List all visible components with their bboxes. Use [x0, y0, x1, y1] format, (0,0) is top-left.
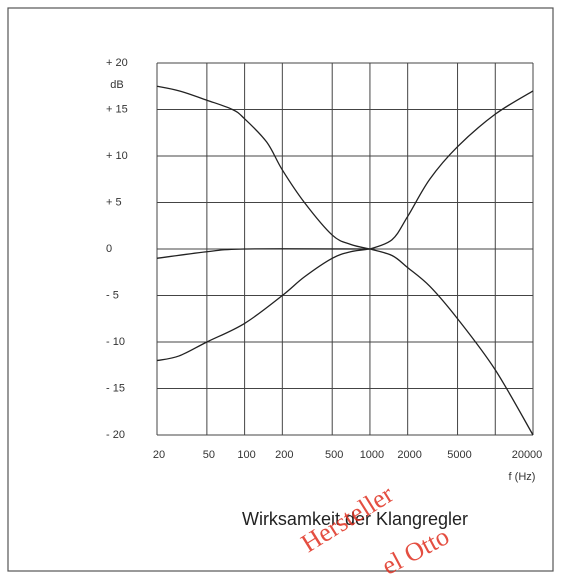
- curve: [156, 248, 370, 259]
- x-tick-label: 2000: [397, 449, 421, 461]
- frame: [7, 7, 554, 572]
- x-tick-label: 100: [237, 449, 255, 461]
- y-axis-label: dB: [110, 79, 123, 91]
- y-tick-label: - 15: [106, 382, 125, 394]
- x-tick-label: 500: [325, 449, 343, 461]
- curve: [369, 90, 534, 250]
- curve: [369, 248, 534, 436]
- y-tick-label: - 20: [106, 429, 125, 441]
- curve: [156, 248, 371, 362]
- x-tick-label: 20000: [512, 449, 543, 461]
- y-tick-label: - 10: [106, 336, 125, 348]
- curve: [156, 85, 371, 250]
- y-tick-label: + 15: [106, 103, 128, 115]
- x-tick-label: 50: [203, 449, 215, 461]
- y-tick-label: - 5: [106, 289, 119, 301]
- x-tick-label: 1000: [360, 449, 384, 461]
- y-tick-label: + 20: [106, 57, 128, 69]
- chart-title: Wirksamkeit der Klangregler: [242, 509, 468, 529]
- y-tick-label: + 10: [106, 150, 128, 162]
- y-tick-label: + 5: [106, 196, 122, 208]
- y-tick-label: 0: [106, 243, 112, 255]
- x-tick-label: 5000: [447, 449, 471, 461]
- x-tick-label: 20: [153, 449, 165, 461]
- x-tick-label: 200: [275, 449, 293, 461]
- x-axis-label: f (Hz): [509, 471, 536, 483]
- watermark: el Otto: [377, 521, 454, 580]
